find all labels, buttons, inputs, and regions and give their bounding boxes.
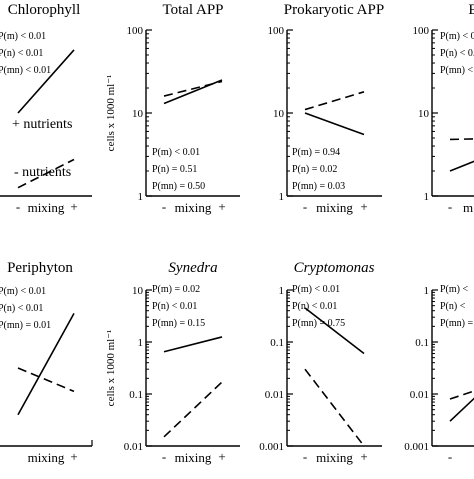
- series-line: [304, 91, 365, 111]
- x-tick-label: +: [218, 199, 225, 214]
- stat-label: P(n) = 0.02: [292, 164, 337, 175]
- series-line: [17, 313, 75, 416]
- y-tick-label: 100: [268, 25, 285, 37]
- x-axis-label: mixing: [316, 450, 353, 465]
- series-line: [449, 160, 474, 172]
- series-line: [449, 138, 474, 141]
- stat-label: P(mn) = 0.75: [292, 318, 345, 329]
- stat-label: P(n) < 0.01: [152, 301, 197, 312]
- annotation-label: - nutrients: [14, 165, 71, 180]
- stat-label: P(mn) = 0.50: [152, 181, 205, 192]
- series-line: [17, 367, 75, 393]
- y-tick-label: 100: [127, 25, 144, 37]
- x-tick-label: -: [448, 449, 452, 464]
- y-axis-label: cells x 1000 ml⁻¹: [105, 330, 117, 407]
- panel-title: Synedra: [168, 260, 217, 276]
- stat-label: P(mn) =: [440, 318, 474, 329]
- y-tick-label: 0.1: [415, 337, 429, 349]
- stat-label: P(mn) = 0.15: [152, 318, 205, 329]
- x-tick-label: +: [70, 199, 77, 214]
- x-tick-label: -: [162, 199, 166, 214]
- stat-label: P(n) < 0.: [440, 48, 474, 59]
- y-tick-label: 100: [413, 25, 430, 37]
- panel-title: Cryptomonas: [294, 260, 375, 276]
- stat-label: P(n) < 0.01: [0, 48, 43, 59]
- stat-label: P(m) < 0.01: [292, 284, 340, 295]
- stat-label: P(m) = 0.94: [292, 147, 340, 158]
- x-tick-label: +: [360, 199, 367, 214]
- series-line: [449, 397, 474, 422]
- stat-label: P(m) < 0.01: [0, 286, 46, 297]
- stat-label: P(mn) = 0.01: [0, 320, 51, 331]
- series-line: [163, 336, 223, 353]
- series-line: [449, 390, 474, 400]
- y-tick-label: 10: [132, 285, 144, 297]
- annotation-label: + nutrients: [12, 117, 72, 132]
- y-tick-label: 1: [424, 285, 430, 297]
- x-tick-label: -: [303, 199, 307, 214]
- x-axis-label: mixing: [28, 200, 65, 215]
- y-tick-label: 0.001: [259, 441, 284, 453]
- series-line: [17, 158, 75, 189]
- panel-title: Prokaryotic APP: [284, 2, 384, 18]
- stat-label: P(m) < 0.01: [152, 147, 200, 158]
- stat-label: P(n) < 0.01: [0, 303, 43, 314]
- y-tick-label: 1: [138, 191, 144, 203]
- series-line: [163, 80, 223, 97]
- y-tick-label: 0.1: [129, 389, 143, 401]
- y-tick-label: 1: [279, 191, 285, 203]
- panel-title: Chlorophyll: [8, 2, 81, 18]
- series-line: [304, 368, 365, 447]
- y-tick-label: 0.1: [270, 337, 284, 349]
- x-axis-label: mixing: [175, 450, 212, 465]
- panel-title: Eukary: [468, 2, 474, 18]
- stat-label: P(n) <: [440, 301, 466, 312]
- stat-label: P(mn) < 0.01: [0, 65, 51, 76]
- series-line: [304, 307, 365, 355]
- y-tick-label: 1: [279, 285, 285, 297]
- panel-title: Periphyton: [7, 260, 73, 276]
- x-axis-label: mixing: [316, 200, 353, 215]
- x-axis-label: mixing: [28, 450, 65, 465]
- x-tick-label: -: [16, 199, 20, 214]
- y-tick-label: 0.001: [404, 441, 429, 453]
- y-tick-label: 1: [138, 337, 144, 349]
- stat-label: P(n) = 0.51: [152, 164, 197, 175]
- series-line: [17, 49, 75, 114]
- y-tick-label: 0.01: [410, 389, 429, 401]
- x-tick-label: -: [448, 199, 452, 214]
- x-tick-label: -: [303, 449, 307, 464]
- x-tick-label: +: [70, 449, 77, 464]
- x-tick-label: +: [360, 449, 367, 464]
- y-tick-label: 10: [273, 108, 285, 120]
- stat-label: P(mn) < 0.: [440, 65, 474, 76]
- y-tick-label: 10: [132, 108, 144, 120]
- y-tick-label: 1: [424, 191, 430, 203]
- y-tick-label: 0.01: [265, 389, 284, 401]
- x-axis-label: m: [463, 200, 473, 215]
- series-line: [163, 381, 223, 438]
- y-axis-label: cells x 1000 ml⁻¹: [105, 75, 117, 152]
- y-tick-label: 10: [418, 108, 430, 120]
- series-line: [304, 112, 365, 136]
- x-axis-label: mixing: [175, 200, 212, 215]
- stat-label: P(m) < 0.01: [0, 31, 46, 42]
- stat-label: P(m) <: [440, 284, 469, 295]
- stat-label: P(m) < 0.: [440, 31, 474, 42]
- panel-title: Total APP: [162, 2, 223, 18]
- x-tick-label: -: [162, 449, 166, 464]
- y-tick-label: 0.01: [124, 441, 143, 453]
- x-tick-label: +: [218, 449, 225, 464]
- stat-label: P(n) < 0.01: [292, 301, 337, 312]
- stat-label: P(m) = 0.02: [152, 284, 200, 295]
- stat-label: P(mn) = 0.03: [292, 181, 345, 192]
